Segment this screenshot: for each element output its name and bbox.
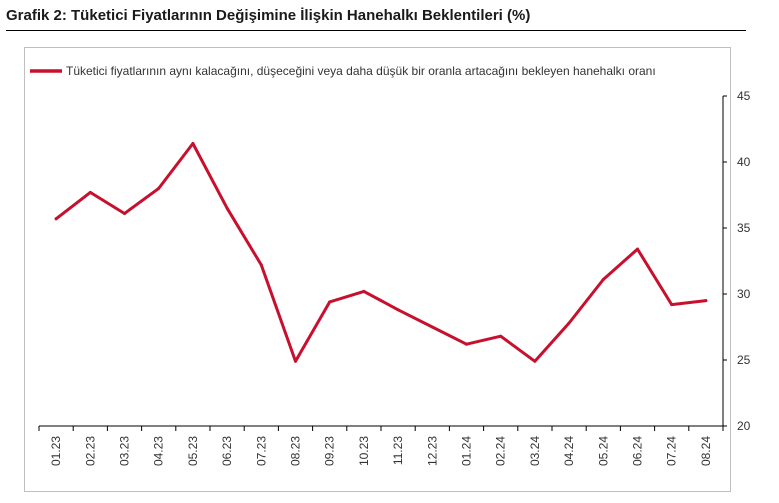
- y-tick-label: 45: [737, 89, 751, 103]
- x-tick-label: 01.24: [460, 436, 474, 466]
- x-tick-labels: 01.23 02.23 03.23 04.23 05.23 06.23 07.23 08.23…: [49, 436, 713, 466]
- x-tick-label: 05.23: [186, 436, 200, 466]
- x-tick-label: 04.23: [152, 436, 166, 466]
- y-tick-label: 25: [737, 353, 751, 367]
- data-point: [123, 212, 126, 215]
- data-point: [157, 186, 161, 190]
- data-point: [601, 278, 605, 281]
- x-tick-label: 04.24: [562, 436, 576, 466]
- data-point: [362, 289, 366, 293]
- data-point: [465, 342, 468, 346]
- y-tick-label: 20: [737, 419, 751, 433]
- x-tick-label: 02.23: [83, 436, 97, 466]
- x-tick-label: 01.23: [49, 436, 63, 466]
- x-tick-label: 10.23: [357, 436, 371, 466]
- data-point: [636, 247, 639, 251]
- data-point: [294, 359, 297, 363]
- legend: Tüketici fiyatlarının aynı kalacağını, d…: [30, 64, 656, 78]
- y-tick-labels: 20 25 30 35 40 45: [737, 89, 751, 433]
- data-point: [88, 190, 92, 194]
- data-point: [499, 334, 503, 338]
- x-tick-label: 08.23: [289, 436, 303, 466]
- data-point: [533, 359, 537, 363]
- x-tick-label: 03.23: [118, 436, 132, 466]
- data-point: [191, 142, 195, 145]
- title-underline: [6, 30, 746, 31]
- x-tick-label: 02.24: [494, 436, 508, 466]
- y-tick-label: 30: [737, 287, 751, 301]
- series-line: [54, 142, 708, 363]
- y-tick-label: 35: [737, 221, 751, 235]
- x-tick-label: 12.23: [425, 436, 439, 466]
- x-tick-label: 07.23: [254, 436, 268, 466]
- x-tick-label: 08.24: [699, 436, 713, 466]
- chart-frame: [24, 47, 731, 492]
- x-tick-label: 05.24: [596, 436, 610, 466]
- data-point: [430, 325, 434, 329]
- x-tick-label: 09.23: [323, 436, 337, 466]
- x-tick-label: 06.24: [631, 436, 645, 466]
- x-tick-label: 03.24: [528, 436, 542, 466]
- x-tick-label: 07.24: [665, 436, 679, 466]
- data-point: [704, 299, 708, 303]
- data-point: [328, 300, 332, 304]
- data-point: [259, 263, 263, 267]
- axes: [38, 95, 727, 431]
- data-point: [225, 206, 229, 210]
- data-point: [670, 303, 674, 307]
- data-point: [567, 321, 571, 325]
- x-tick-label: 06.23: [220, 436, 234, 466]
- y-tick-label: 40: [737, 155, 751, 169]
- data-point: [54, 217, 58, 221]
- legend-label: Tüketici fiyatlarının aynı kalacağını, d…: [66, 64, 656, 78]
- chart-title: Grafik 2: Tüketici Fiyatlarının Değişimi…: [6, 7, 531, 24]
- plot-area: [54, 142, 708, 363]
- data-point: [396, 308, 400, 312]
- x-tick-label: 11.23: [391, 436, 405, 465]
